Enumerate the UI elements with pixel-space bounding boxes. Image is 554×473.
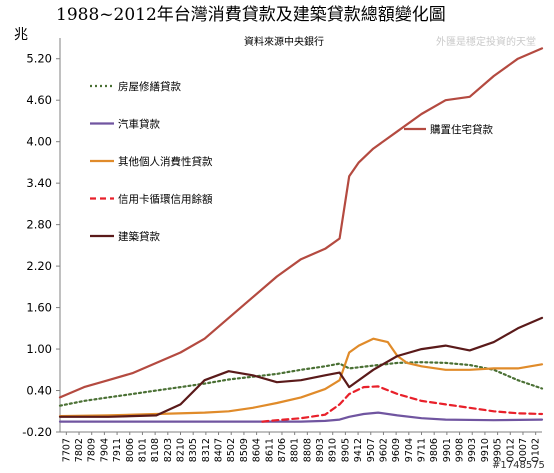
corner-tag: #1748575 [492,460,545,471]
x-tick-label: 0012 [505,438,516,462]
x-tick-label: 8903 [315,438,326,462]
x-tick-label: 8611 [264,438,275,462]
x-tick-label: 9704 [404,438,415,462]
series-line [261,385,544,423]
series-line [58,361,544,407]
x-tick-label: 8801 [290,438,301,462]
x-tick-label: 8509 [239,438,250,462]
x-tick-label: 9903 [467,438,478,462]
legend-label: 購置住宅貸款 [430,123,493,136]
x-tick-label: 8108 [150,438,161,462]
x-tick-label: 8706 [277,438,288,462]
x-tick-label: 8006 [125,438,136,462]
y-tick-label: 2.80 [26,218,52,232]
x-tick-label: 7911 [112,438,123,462]
series-line [58,337,544,418]
x-tick-label: 9905 [493,438,504,462]
x-tick-label: 7809 [87,438,98,462]
x-tick-label: 8305 [188,438,199,462]
y-tick-label: 1.00 [26,342,52,356]
x-tick-label: 8910 [328,438,339,462]
x-tick-label: 8502 [226,438,237,462]
axes: 5.20 4.60 4.00 3.40 2.80 2.20 1.60 1.00 0.40 -0.2… [22,38,542,462]
x-tick-label: 7802 [74,438,85,462]
x-tick-label: 9908 [455,438,466,462]
x-tick-label: 7904 [99,438,110,462]
y-tick-label: 2.20 [26,259,52,273]
legend-label: 汽車貸款 [118,118,160,131]
x-tick-label: 9711 [417,438,428,462]
x-tick-label: 9602 [378,438,389,462]
watermark: 外匯是穩定投資的天堂 [436,35,536,48]
x-tick-label: 8210 [176,438,187,462]
series-line [58,47,544,399]
y-tick-label: 0.40 [26,384,52,398]
series-group [58,47,544,423]
x-tick-label: 8808 [302,438,313,462]
x-tick-label: 7707 [61,438,72,462]
y-tick-label: -0.20 [22,425,52,439]
x-tick-label: 9507 [366,438,377,462]
x-tick-label: 8905 [340,438,351,462]
y-tick-label: 3.40 [26,176,52,190]
x-tick-label: 8407 [214,438,225,462]
y-tick-label: 1.60 [26,301,52,315]
x-tick-label: 0102 [531,438,542,462]
legend-label: 房屋修繕貸款 [118,80,181,93]
x-tick-label: 0007 [518,438,529,462]
y-tick-label: 5.20 [26,52,52,66]
x-tick-label: 8101 [137,438,148,462]
x-tick-label: 9910 [480,438,491,462]
source-note: 資料來源中央銀行 [244,35,324,48]
x-tick-label: 8604 [252,438,263,462]
y-tick-label: 4.60 [26,93,52,107]
series-line [58,316,544,418]
x-tick-label: 9901 [442,438,453,462]
chart-title: 1988~2012年台灣消費貸款及建築貸款總額變化圖 [56,5,446,25]
x-tick-label: 8312 [201,438,212,462]
y-unit-label: 兆 [14,27,28,43]
x-tick-label: 9609 [391,438,402,462]
x-tick-label: 9412 [353,438,364,462]
legend-label: 其他個人消費性貸款 [118,155,213,168]
series-line [58,411,544,423]
legend-label: 建築貸款 [118,230,160,243]
x-tick-label: 9806 [429,438,440,462]
legend-label: 信用卡循環信用餘額 [118,193,213,206]
y-tick-label: 4.00 [26,135,52,149]
x-tick-label: 8203 [163,438,174,462]
